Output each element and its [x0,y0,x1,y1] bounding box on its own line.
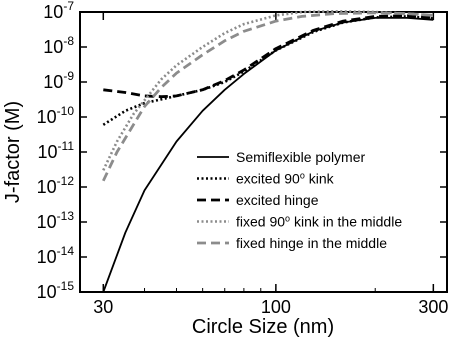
x-tick-label: 30 [93,297,113,317]
y-tick-label: 10-12 [37,174,75,197]
series-line-2 [102,15,434,126]
y-tick-label: 10-10 [37,104,75,127]
y-tick-label: 10-11 [38,139,75,162]
series-line-5 [102,11,434,182]
y-tick-label: 10-15 [37,279,75,302]
x-axis-title: Circle Size (nm) [192,316,334,337]
series-line-4 [102,10,434,171]
series-line-1 [102,17,434,293]
x-axis-ticks: 30 100 300 [93,12,448,317]
legend-label-4: fixed 90o kink in the middle [236,214,402,230]
y-tick-label: 10-9 [43,69,74,92]
y-tick-label: 10-13 [37,209,75,232]
y-axis-title: J-factor (M) [2,101,24,203]
legend: Semiflexible polymer excited 90o kink exci… [197,149,402,251]
y-tick-label: 10-7 [43,0,74,22]
x-tick-label: 100 [261,297,291,317]
y-tick-label: 10-14 [37,244,75,267]
legend-label-1: Semiflexible polymer [236,149,365,165]
legend-label-5: fixed hinge in the middle [236,235,387,251]
y-tick-label: 10-8 [43,34,74,57]
legend-label-2: excited 90o kink [236,171,335,187]
y-axis-ticks: 10-15 10-14 10-13 10-12 10-11 10-10 10-9 10-8 10… [37,0,447,302]
legend-label-3: excited hinge [236,192,319,208]
series-layer [102,10,434,293]
x-tick-label: 300 [418,297,448,317]
